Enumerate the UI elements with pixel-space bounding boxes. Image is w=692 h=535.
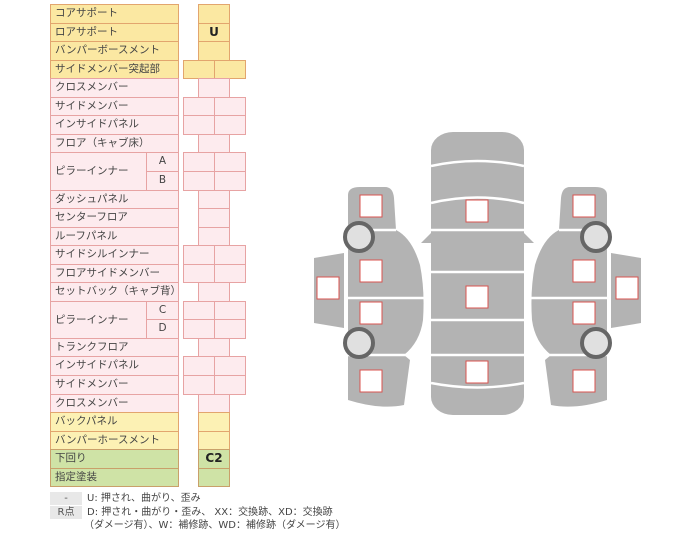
row-label: バンパーホースメント xyxy=(50,431,179,450)
row-label: サイドメンバー xyxy=(50,375,179,395)
wheels xyxy=(343,221,612,359)
damage-marker[interactable] xyxy=(572,301,596,325)
damage-marker[interactable] xyxy=(572,194,596,218)
damage-marker[interactable] xyxy=(615,276,639,300)
row-label: サイドメンバー突起部 xyxy=(50,60,179,79)
row-label: インサイドパネル xyxy=(50,115,179,135)
wheel-icon xyxy=(343,221,375,253)
row-label: クロスメンバー xyxy=(50,394,179,413)
row-label: 下回り xyxy=(50,449,179,469)
panel-lines xyxy=(344,159,611,389)
left-mirror xyxy=(421,233,431,243)
damage-marker[interactable] xyxy=(316,276,340,300)
damage-marker[interactable] xyxy=(465,285,489,309)
row-label: サイドメンバー xyxy=(50,97,179,116)
damage-marker[interactable] xyxy=(572,259,596,283)
damage-marker[interactable] xyxy=(465,199,489,223)
row-sub-label: B xyxy=(146,171,179,191)
value-cell-right xyxy=(214,60,246,79)
damage-marker[interactable] xyxy=(359,369,383,393)
value-cell-right xyxy=(214,319,246,339)
damage-marker[interactable] xyxy=(359,301,383,325)
value-cell-right xyxy=(214,375,246,395)
legend-key-dash: - xyxy=(50,492,82,505)
value-cell-right xyxy=(214,171,246,191)
wheel-icon xyxy=(580,327,612,359)
legend-text-3: （ダメージ有）、W：補修跡、WD：補修跡（ダメージ有） xyxy=(84,520,346,531)
damage-marker[interactable] xyxy=(359,194,383,218)
car-top-view xyxy=(431,132,524,415)
legend-text-1: U: 押され、曲がり、歪み xyxy=(87,493,201,504)
wheel-icon xyxy=(343,327,375,359)
row-label: ピラーインナー xyxy=(50,301,147,339)
row-label: サイドシルインナー xyxy=(50,245,179,265)
row-label: センターフロア xyxy=(50,208,179,228)
wheel-icon xyxy=(580,221,612,253)
damage-marker[interactable] xyxy=(572,369,596,393)
damage-marker[interactable] xyxy=(465,360,489,384)
value-cell-right xyxy=(214,115,246,135)
right-mirror xyxy=(524,233,534,243)
legend-key-r-point: R点 xyxy=(50,506,82,519)
value-cell-right xyxy=(214,264,246,283)
legend-text-2: D: 押され・曲がり・歪み、 XX：交換跡、XD：交換跡 xyxy=(87,507,333,518)
value-cell xyxy=(198,468,230,487)
row-label: トランクフロア xyxy=(50,338,179,357)
damage-marker[interactable] xyxy=(359,259,383,283)
row-label: 指定塗装 xyxy=(50,468,179,487)
